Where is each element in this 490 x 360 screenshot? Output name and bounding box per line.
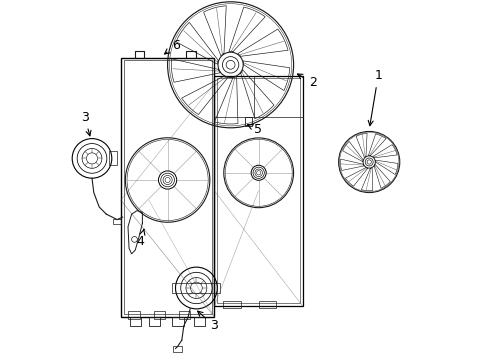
Bar [128, 311, 140, 319]
Bar [130, 317, 142, 326]
Bar [121, 58, 215, 317]
Bar [223, 301, 241, 308]
Text: 2: 2 [297, 74, 317, 89]
Bar [149, 317, 160, 326]
Bar [172, 283, 220, 293]
Bar [217, 78, 300, 303]
Text: 4: 4 [137, 229, 145, 248]
Bar [172, 317, 184, 326]
Bar [194, 317, 205, 326]
Bar [123, 60, 212, 314]
Bar [109, 152, 117, 165]
Bar [245, 117, 252, 126]
Text: 1: 1 [368, 69, 382, 126]
Bar [173, 346, 182, 352]
Bar [179, 311, 190, 319]
Text: 6: 6 [165, 39, 180, 54]
Bar [215, 76, 303, 306]
Text: 3: 3 [81, 111, 91, 136]
Bar [259, 301, 276, 308]
Bar [153, 311, 165, 319]
Bar [113, 219, 121, 224]
Text: 5: 5 [248, 123, 262, 136]
Text: 3: 3 [197, 311, 219, 332]
